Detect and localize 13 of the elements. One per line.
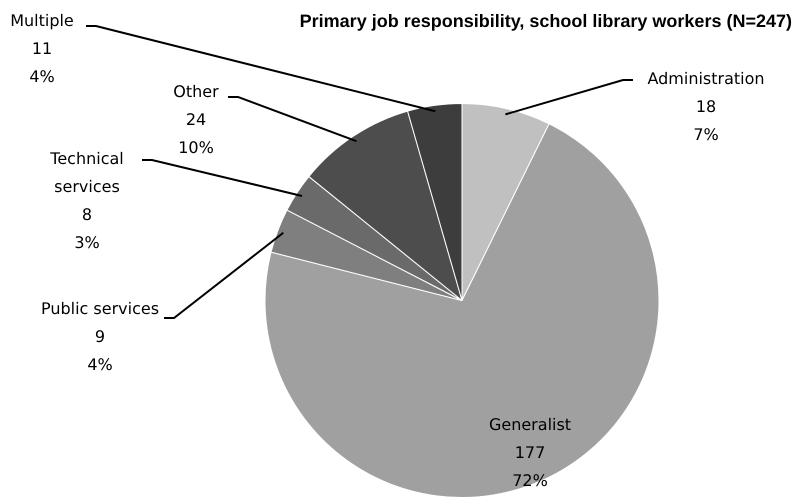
- data-label: 18 7%: [693, 97, 719, 144]
- slice-label: Administration: [647, 69, 765, 88]
- data-label: 11 4%: [29, 39, 55, 86]
- chart-title: Primary job responsibility, school library workers (N=247): [300, 10, 792, 31]
- slice-label: Technical services: [49, 149, 124, 196]
- data-label: 24 10%: [178, 110, 214, 158]
- slice-label: Public services: [40, 299, 160, 318]
- slice-label: Other: [173, 82, 220, 102]
- slice-label: Multiple: [10, 11, 74, 30]
- slice-label: Generalist: [488, 415, 572, 434]
- data-label: 177 72%: [512, 443, 548, 490]
- data-label: 8 3%: [74, 205, 100, 252]
- data-label: 9 4%: [87, 327, 113, 374]
